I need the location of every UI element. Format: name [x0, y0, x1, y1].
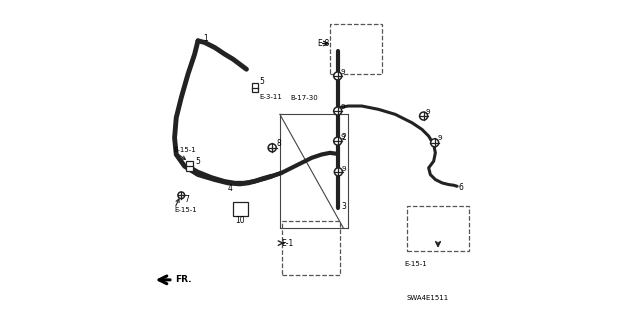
Text: E-15-1: E-15-1 [173, 147, 196, 153]
Circle shape [333, 72, 342, 80]
Bar [407, 206, 468, 251]
Text: 10: 10 [236, 216, 245, 225]
Text: E-3-11: E-3-11 [260, 94, 283, 100]
Text: 7: 7 [184, 195, 189, 204]
Circle shape [333, 107, 342, 115]
Circle shape [333, 137, 342, 145]
Bar [252, 83, 258, 93]
Bar [282, 221, 340, 275]
Text: E-1: E-1 [281, 239, 293, 248]
Text: 5: 5 [195, 157, 200, 166]
Text: 1: 1 [203, 33, 208, 43]
Circle shape [420, 112, 428, 120]
Circle shape [178, 192, 184, 199]
Text: 9: 9 [437, 136, 442, 141]
Text: 9: 9 [340, 134, 345, 140]
Text: 9: 9 [340, 104, 345, 110]
Text: 9: 9 [341, 166, 346, 172]
Circle shape [431, 139, 438, 147]
Circle shape [268, 144, 276, 152]
Text: 2: 2 [342, 133, 346, 142]
Text: 4: 4 [228, 184, 233, 193]
Text: 6: 6 [458, 183, 463, 192]
Text: FR.: FR. [175, 275, 192, 284]
Bar [330, 24, 382, 74]
Text: B-17-30: B-17-30 [290, 95, 317, 101]
Text: 3: 3 [341, 202, 346, 211]
Circle shape [334, 168, 342, 176]
Bar [186, 161, 193, 171]
Text: 9: 9 [426, 109, 431, 115]
Text: E-8: E-8 [317, 39, 330, 48]
Bar [233, 202, 248, 216]
Text: 9: 9 [340, 69, 345, 75]
Text: 5: 5 [260, 77, 265, 86]
Text: SWA4E1511: SWA4E1511 [407, 295, 449, 301]
Text: 8: 8 [276, 139, 282, 148]
Text: E-15-1: E-15-1 [174, 207, 196, 213]
Text: E-15-1: E-15-1 [404, 261, 427, 267]
